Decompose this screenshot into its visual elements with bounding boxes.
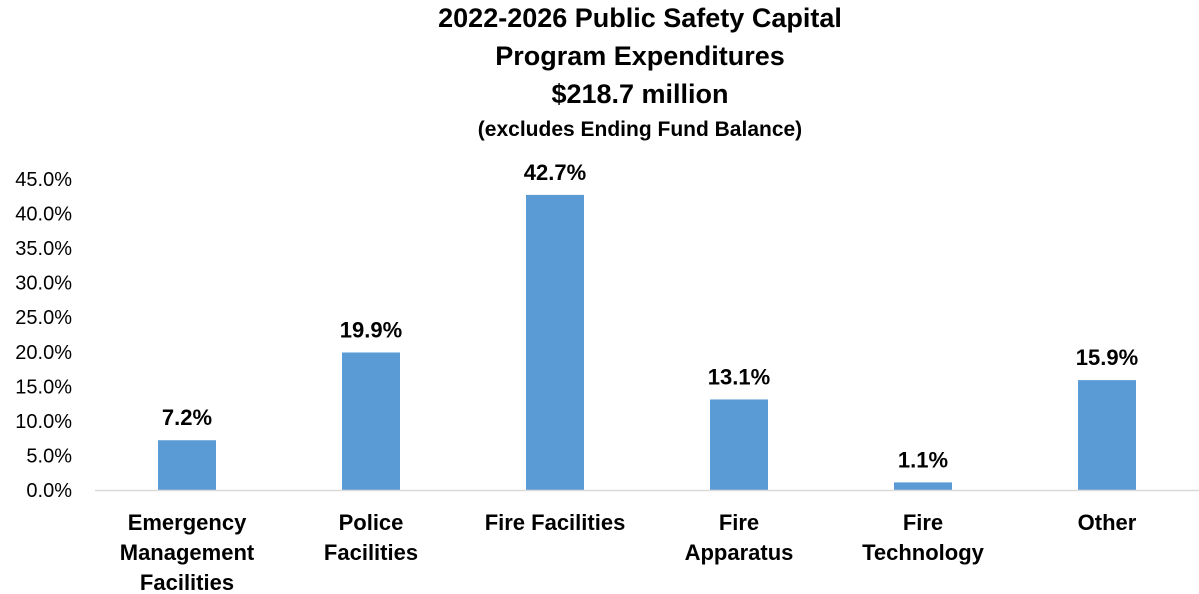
data-label: 42.7% bbox=[524, 160, 586, 185]
data-label: 1.1% bbox=[898, 447, 948, 472]
chart-subtitle: (excludes Ending Fund Balance) bbox=[478, 118, 802, 141]
y-axis: 0.0% 5.0% 10.0% 15.0% 20.0% 25.0% 30.0% 35.0% 40… bbox=[15, 169, 72, 502]
x-axis: Emergency Management Facilities Police Facil… bbox=[95, 489, 1199, 594]
x-tick-label: Emergency bbox=[128, 510, 247, 535]
bar bbox=[342, 352, 400, 490]
y-tick-label: 5.0% bbox=[26, 445, 72, 467]
y-tick-label: 40.0% bbox=[15, 204, 72, 226]
x-tick-label: Facilities bbox=[140, 570, 234, 594]
data-labels: 7.2% 19.9% 42.7% 13.1% 1.1% 15.9% bbox=[162, 160, 1138, 473]
bar bbox=[894, 482, 952, 490]
bars bbox=[158, 194, 1136, 490]
chart-title-line-3: $218.7 million bbox=[551, 79, 728, 109]
chart-title-line-2: Program Expenditures bbox=[495, 41, 785, 71]
y-tick-label: 20.0% bbox=[15, 342, 72, 364]
x-tick-label: Fire Facilities bbox=[485, 510, 626, 535]
x-tick-label: Fire bbox=[903, 510, 943, 535]
x-tick-label: Apparatus bbox=[685, 540, 794, 565]
x-tick-label: Fire bbox=[719, 510, 759, 535]
bar bbox=[710, 399, 768, 490]
data-label: 7.2% bbox=[162, 405, 212, 430]
x-tick-label: Police bbox=[339, 510, 404, 535]
bar bbox=[526, 194, 584, 490]
y-tick-label: 15.0% bbox=[15, 376, 72, 398]
y-tick-label: 35.0% bbox=[15, 238, 72, 260]
data-label: 13.1% bbox=[708, 364, 770, 389]
chart-title: 2022-2026 Public Safety Capital Program … bbox=[438, 3, 842, 141]
bar bbox=[158, 440, 216, 490]
data-label: 19.9% bbox=[340, 317, 402, 342]
x-tick-label: Other bbox=[1078, 510, 1137, 535]
y-tick-label: 30.0% bbox=[15, 273, 72, 295]
chart-title-line-1: 2022-2026 Public Safety Capital bbox=[438, 3, 842, 33]
y-tick-label: 10.0% bbox=[15, 411, 72, 433]
y-tick-label: 25.0% bbox=[15, 307, 72, 329]
y-tick-label: 45.0% bbox=[15, 169, 72, 191]
y-tick-label: 0.0% bbox=[26, 480, 72, 502]
x-tick-label: Management bbox=[120, 540, 255, 565]
x-tick-label: Technology bbox=[862, 540, 985, 565]
bar bbox=[1078, 380, 1136, 490]
data-label: 15.9% bbox=[1076, 345, 1138, 370]
x-tick-label: Facilities bbox=[324, 540, 418, 565]
